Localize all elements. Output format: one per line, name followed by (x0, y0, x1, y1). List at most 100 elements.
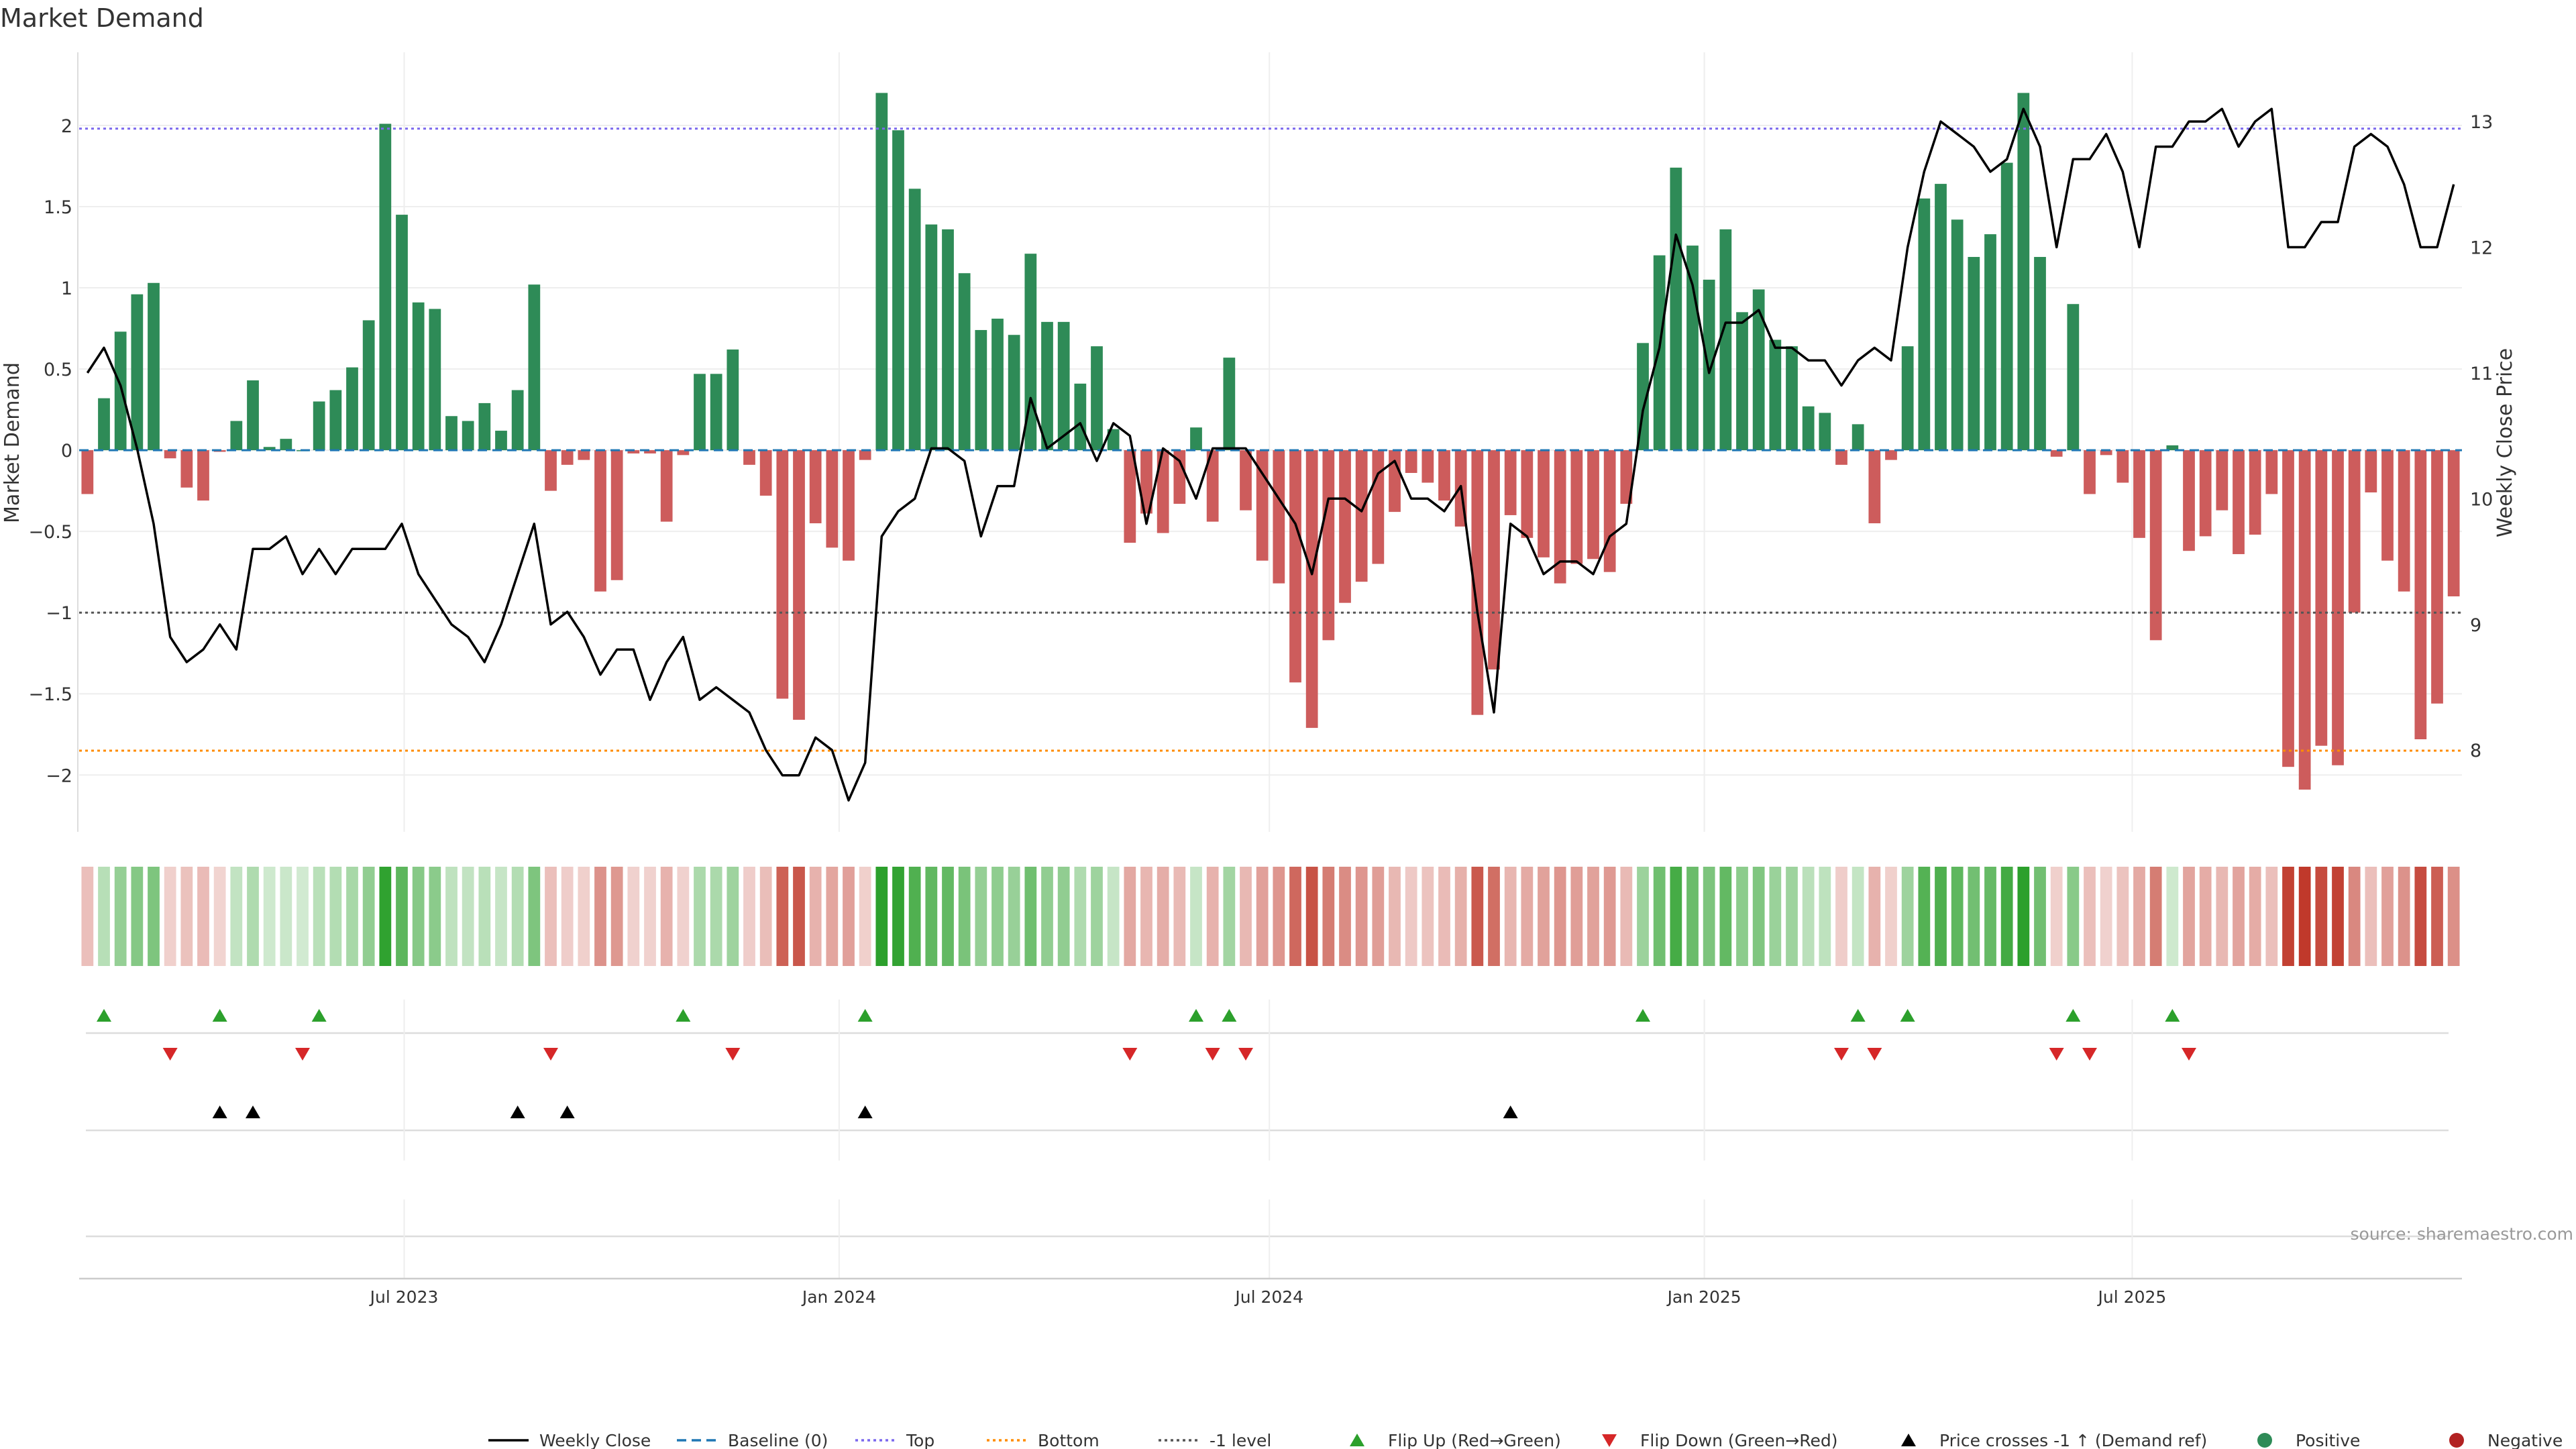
heat-cell (1968, 867, 1980, 966)
heat-cell (991, 867, 1004, 966)
legend-swatch-triangle-down (1602, 1434, 1617, 1447)
heat-cell (1637, 867, 1649, 966)
heat-cell (2017, 867, 2030, 966)
flip-up-marker (1635, 1009, 1650, 1022)
demand-bar-negative (594, 450, 606, 592)
demand-bar-positive (1670, 167, 1682, 451)
heat-cell (1421, 867, 1434, 966)
price-cross-marker (212, 1106, 227, 1118)
y2-tick-label: 9 (2470, 615, 2481, 636)
heat-cell (511, 867, 524, 966)
flip-up-marker (97, 1009, 111, 1022)
heat-cell (2216, 867, 2229, 966)
heat-cell (1157, 867, 1169, 966)
heat-cell (809, 867, 822, 966)
demand-bar-positive (2034, 257, 2046, 451)
heat-cell (644, 867, 656, 966)
demand-bar-positive (1851, 424, 1864, 451)
y2-tick-label: 12 (2470, 238, 2493, 259)
demand-bar-negative (2265, 450, 2278, 494)
y-tick-label: 0.5 (44, 360, 72, 380)
demand-bar-positive (98, 398, 110, 451)
heat-cell (1091, 867, 1103, 966)
heat-cell (329, 867, 342, 966)
legend-item: Flip Down (Green→Red) (1602, 1431, 1838, 1449)
y-tick-label: 1.5 (44, 197, 72, 218)
flip-up-marker (676, 1009, 691, 1022)
heat-cell (2414, 867, 2427, 966)
event-marker-panels (79, 1000, 2462, 1280)
y2-tick-label: 8 (2470, 741, 2481, 761)
demand-bar-negative (2332, 450, 2344, 765)
demand-bar-negative (644, 450, 656, 453)
flip-down-marker (162, 1048, 178, 1061)
heat-cell (1322, 867, 1335, 966)
heat-cell (396, 867, 408, 966)
x-tick-label: Jul 2023 (369, 1287, 439, 1307)
demand-bar-positive (975, 329, 987, 451)
demand-bar-negative (2348, 450, 2361, 613)
demand-bar-negative (197, 450, 209, 501)
demand-bar-positive (148, 282, 160, 451)
heat-cell (346, 867, 358, 966)
demand-bar-positive (230, 421, 243, 451)
demand-bar-positive (991, 319, 1004, 451)
x-tick-label: Jul 2024 (1234, 1287, 1303, 1307)
demand-bar-negative (859, 450, 871, 460)
heat-cell (495, 867, 507, 966)
heat-cell (958, 867, 971, 966)
heat-cell (1454, 867, 1467, 966)
demand-bar-negative (164, 450, 176, 459)
y2-tick-label: 13 (2470, 112, 2493, 133)
flip-up-marker (1222, 1009, 1237, 1022)
x-tick-label: Jul 2025 (2097, 1287, 2167, 1307)
heat-cell (164, 867, 176, 966)
demand-heat-strip (81, 867, 2460, 966)
flip-down-marker (1122, 1048, 1138, 1061)
demand-bar-positive (727, 350, 739, 451)
demand-bar-negative (759, 450, 772, 496)
heat-cell (677, 867, 690, 966)
demand-bar-negative (2050, 450, 2063, 457)
legend-swatch-dot (2449, 1433, 2464, 1448)
demand-bar-positive (429, 309, 441, 451)
heat-cell (793, 867, 805, 966)
heat-cell (1521, 867, 1534, 966)
demand-bar-negative (1570, 450, 1583, 564)
demand-bar-positive (1091, 346, 1103, 451)
heat-cell (1769, 867, 1782, 966)
legend-label: Top (906, 1431, 934, 1449)
legend-label: Flip Down (Green→Red) (1640, 1431, 1838, 1449)
level-lines (79, 127, 2462, 752)
flip-up-marker (1850, 1009, 1866, 1022)
flip-down-marker (1205, 1048, 1220, 1061)
heat-cell (2381, 867, 2394, 966)
legend-swatch-dot (2257, 1433, 2272, 1448)
heat-cell (594, 867, 606, 966)
demand-bar-positive (925, 224, 938, 451)
heat-cell (975, 867, 987, 966)
legend-item: Top (855, 1431, 934, 1449)
legend-item: Bottom (987, 1431, 1099, 1449)
y-tick-label: 2 (61, 116, 72, 137)
heat-cell (1587, 867, 1599, 966)
demand-bar-negative (1372, 450, 1385, 564)
legend-item: Price crosses -1 ↑ (Demand ref) (1901, 1431, 2207, 1449)
demand-bar-negative (1521, 450, 1534, 538)
y2-axis-ticks: 13 12 11 10 9 8 (2470, 112, 2493, 761)
legend: Weekly Close Baseline (0) Top Bottom -1 leve… (488, 1431, 2563, 1449)
price-series (86, 107, 2455, 802)
heat-cell (1504, 867, 1517, 966)
heat-cell (2431, 867, 2443, 966)
demand-bar-positive (131, 294, 144, 451)
demand-bar-negative (1289, 450, 1301, 683)
demand-bar-negative (743, 450, 755, 465)
heat-cell (412, 867, 425, 966)
demand-bar-negative (1355, 450, 1368, 582)
heat-cell (660, 867, 673, 966)
legend-item: Positive (2257, 1431, 2360, 1449)
y2-axis-label: Weekly Close Price (2493, 348, 2517, 537)
heat-cell (1024, 867, 1037, 966)
demand-bar-negative (1603, 450, 1616, 572)
heat-cell (297, 867, 309, 966)
